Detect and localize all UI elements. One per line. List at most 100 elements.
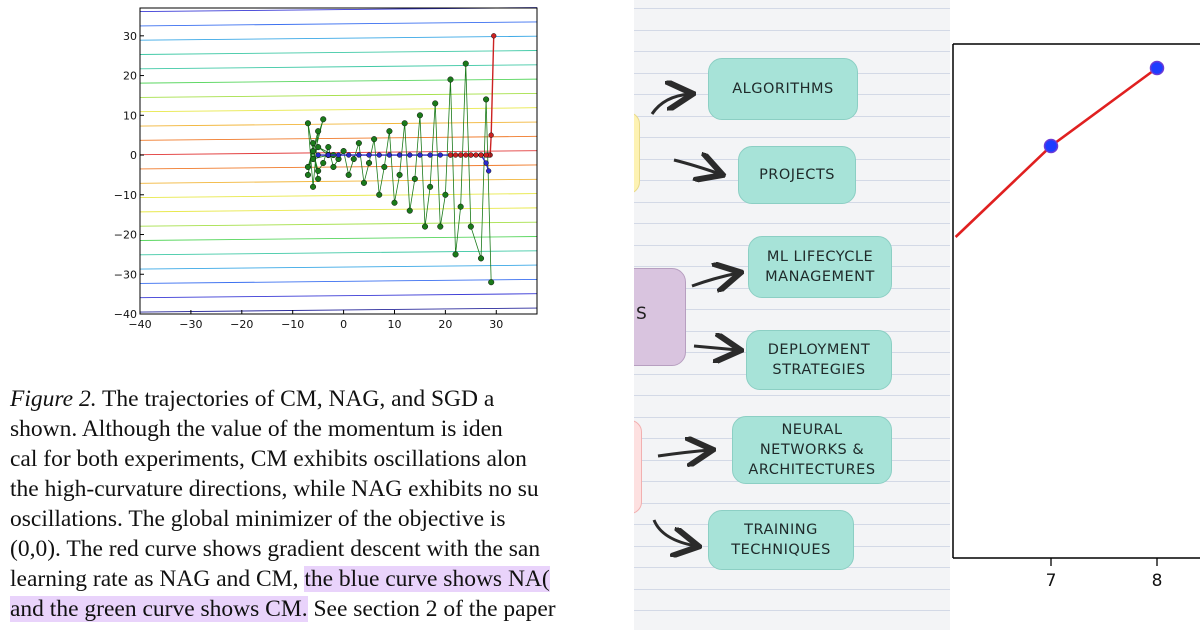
x-tick-label: 10 [387,318,401,331]
paper-figure-panel: −40 −30 −20 −10 0 10 20 30 30 20 10 0 −10 −20 −30 −40 F… [10,7,634,622]
y-tick-label: 20 [123,70,137,83]
caption-text: learning rate as NAG and CM, [10,566,305,592]
node-deployment-label-2: STRATEGIES [772,362,866,378]
zoom-series-marker [1149,60,1165,76]
green-trajectory-point [310,155,317,163]
node-training-label-2: TECHNIQUES [731,542,831,558]
ruled-line [634,502,950,504]
mindmap-panel: S ALGORITHMS PROJECTS ML LIFECYCLE MANAG… [634,0,950,630]
node-deployment[interactable]: DEPLOYMENT STRATEGIES [746,330,892,390]
blue-trajectory-point [437,152,443,158]
red-trajectory-point [478,152,484,158]
green-trajectory-point [340,148,347,155]
green-trajectory-point [406,207,413,214]
green-trajectory-point [452,251,459,258]
red-trajectory-point [491,33,497,39]
caption-line: cal for both experiments, CM exhibits os… [10,444,634,474]
contour-line [139,264,538,270]
red-trajectory-point [483,152,489,158]
contour-line [139,21,538,27]
green-trajectory-point [320,159,327,167]
contour-line [139,178,538,184]
caption-text: See section 2 of the paper [307,596,556,622]
node-projects[interactable]: PROJECTS [738,146,856,204]
blue-trajectory-point [407,152,413,158]
blue-trajectory-point [386,152,393,158]
blue-trajectory-point [483,160,489,166]
green-trajectory-point [315,144,322,151]
green-trajectory-point [483,96,490,103]
caption-text: The trajectories of CM, NAG, and SGD a [96,386,495,412]
arrow-to-projects [673,160,720,174]
caption-highlight: the blue curve shows NA( [304,566,550,592]
green-trajectory-point [421,223,429,230]
node-neural-networks[interactable]: NEURAL NETWORKS & ARCHITECTURES [732,416,892,484]
caption-line: (0,0). The red curve shows gradient desc… [10,534,634,564]
node-training[interactable]: TRAINING TECHNIQUES [708,510,854,570]
contour-line [139,64,538,70]
arrow-to-ml-lifecycle [691,273,738,286]
node-ml-lifecycle-label-2: MANAGEMENT [765,269,875,285]
y-tick-label: 30 [123,30,137,43]
contour-line [139,221,538,227]
green-trajectory-point [462,60,469,67]
contour-line [139,92,538,98]
x-tick-label: 30 [489,318,503,331]
green-trajectory-point [427,183,434,190]
green-trajectory-point [381,163,388,171]
contour-line [139,307,538,313]
plot-series [304,33,497,286]
contour-line [139,236,538,241]
caption-text: cal for both experiments, CM exhibits os… [10,446,527,472]
blue-trajectory-point [325,152,331,158]
green-trajectory-point [447,76,454,83]
green-trajectory-point [310,183,317,190]
node-algorithms[interactable]: ALGORITHMS [708,58,858,120]
ruled-line [634,51,950,52]
y-tick-label: −10 [114,189,137,202]
green-trajectory-point [401,120,408,127]
mindmap-arrows [650,0,950,630]
blue-trajectory-point [315,152,321,158]
node-algorithms-label: ALGORITHMS [732,81,834,97]
green-trajectory-point [416,112,423,119]
node-ml-lifecycle[interactable]: ML LIFECYCLE MANAGEMENT [748,236,892,298]
x-tick-label: −10 [281,318,304,331]
blue-trajectory-point [356,152,362,158]
arrow-to-training [652,519,696,546]
red-trajectory-point [463,152,469,158]
node-training-label-1: TRAINING [744,522,818,538]
green-trajectory-point [320,116,327,123]
green-trajectory-point [376,191,383,198]
ruled-line [634,395,950,396]
x-tick-label: −20 [230,318,253,331]
caption-highlight: and the green curve shows CM. [10,596,308,622]
contour-line [139,78,538,84]
blue-trajectory-point [396,152,403,158]
green-trajectory-point [325,144,332,151]
red-trajectory-point [473,152,479,158]
caption-line: shown. Although the value of the momentu… [10,414,634,444]
green-trajectory-point [411,175,418,182]
ruled-line [634,223,950,224]
y-tick-label: −40 [114,308,137,321]
ruled-line [634,588,950,590]
trajectory-plot: −40 −30 −20 −10 0 10 20 30 30 20 10 0 −10 −20 −30 −40 [114,7,538,331]
node-neural-networks-label-2: NETWORKS & [759,442,865,458]
green-trajectory-point [350,155,357,163]
red-trajectory-point [447,152,454,158]
green-trajectory-point [304,171,312,178]
red-trajectory-point [458,152,464,158]
caption-text: oscillations. The global minimizer of th… [10,506,506,532]
contour-line [139,50,538,55]
green-trajectory-point [355,140,362,147]
red-trajectory-point [452,152,459,158]
contour-line [139,107,538,113]
green-trajectory-point [467,223,474,230]
plot-frame [139,7,538,315]
green-trajectory-point [391,199,398,206]
ruled-line [634,610,950,611]
ruled-line [634,309,950,310]
x-tick-label: −30 [179,318,202,331]
